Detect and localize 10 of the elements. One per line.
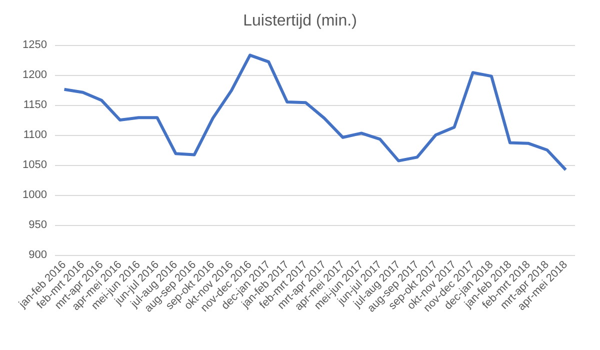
y-tick-label: 1250 bbox=[22, 39, 47, 51]
y-tick-label: 900 bbox=[28, 249, 47, 261]
y-tick-label: 1050 bbox=[22, 159, 47, 171]
line-series bbox=[62, 54, 568, 172]
y-tick-label: 1200 bbox=[22, 69, 47, 81]
chart-title: Luistertijd (min.) bbox=[243, 12, 357, 30]
y-tick-label: 1100 bbox=[23, 129, 47, 141]
y-tick-label: 1000 bbox=[22, 189, 47, 201]
y-tick-label: 950 bbox=[28, 219, 47, 231]
y-tick-label: 1150 bbox=[23, 99, 47, 111]
